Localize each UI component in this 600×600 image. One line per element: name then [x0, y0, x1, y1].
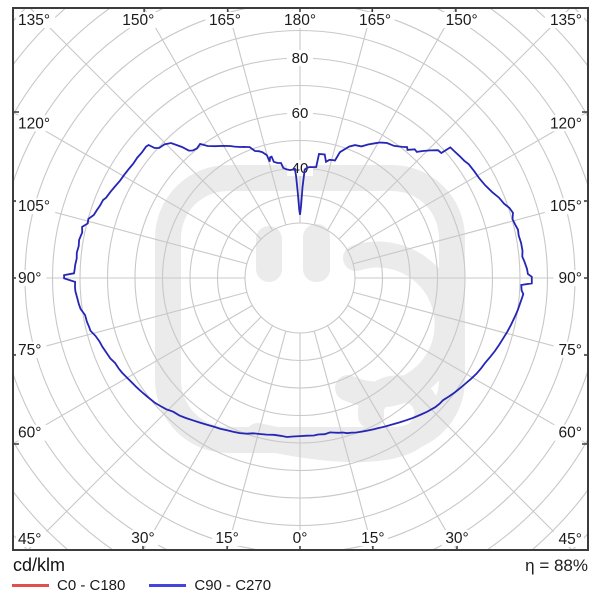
grid-radial-line — [143, 8, 273, 231]
angle-label: 105° — [550, 198, 582, 215]
grid-radial-line — [352, 200, 588, 265]
angle-label: 165° — [209, 12, 241, 29]
angle-label: 120° — [18, 115, 50, 132]
grid-radial-line — [352, 291, 588, 356]
legend-label-c90-c270: C90 - C270 — [194, 577, 272, 594]
angle-label: 45° — [559, 531, 582, 548]
angle-label: 150° — [446, 12, 478, 29]
label-mask — [16, 12, 56, 28]
grid-radial-line — [313, 330, 374, 550]
radial-label: 60 — [292, 105, 309, 122]
angle-label: 75° — [559, 342, 582, 359]
label-mask — [16, 115, 56, 132]
label-mask — [16, 198, 56, 215]
label-mask — [553, 341, 584, 358]
watermark-prong-left — [256, 226, 282, 282]
radial-label: 80 — [292, 50, 309, 67]
angle-label: 135° — [18, 12, 50, 29]
label-mask — [544, 198, 584, 215]
legend-line-blue-icon — [149, 584, 187, 587]
label-mask — [441, 530, 473, 546]
grid-radial-line — [13, 200, 248, 265]
angle-label: 15° — [361, 530, 384, 547]
angle-label: 0° — [293, 530, 308, 547]
label-mask — [16, 341, 47, 358]
label-mask — [287, 160, 313, 176]
label-mask — [287, 50, 313, 66]
angle-label: 45° — [18, 531, 41, 548]
label-mask — [16, 270, 47, 286]
grid-radial-line — [13, 291, 248, 356]
label-mask — [280, 12, 320, 28]
angle-label: 165° — [359, 12, 391, 29]
angle-label: 105° — [18, 198, 50, 215]
label-mask — [442, 12, 482, 28]
angle-label: 15° — [215, 530, 238, 547]
grid-radial-line — [226, 330, 287, 550]
angle-label: 135° — [550, 12, 582, 29]
label-mask — [16, 531, 47, 547]
legend-line-red-icon — [12, 584, 49, 587]
angle-label: 150° — [122, 12, 154, 29]
intensity-curve-c90-c270 — [63, 141, 533, 438]
efficiency-value: η = 88% — [525, 556, 588, 575]
grid-radial-line — [13, 305, 253, 445]
label-mask — [16, 424, 47, 441]
grid-radial-line — [313, 8, 373, 226]
label-mask — [544, 115, 584, 132]
angle-label: 90° — [18, 270, 41, 287]
label-mask — [553, 270, 584, 286]
angle-label: 90° — [559, 270, 582, 287]
angle-labels: 0° 15° 15° 30° 30° 45° 45° 60° 60° 75° 75° 90° 90° 10… — [16, 12, 584, 548]
label-mask — [544, 12, 584, 28]
grid-radial-line — [327, 8, 457, 231]
legend: C0 - C180 C90 - C270 — [12, 577, 295, 594]
legend-label-c0-c180: C0 - C180 — [57, 577, 126, 594]
label-mask — [553, 531, 584, 547]
label-mask — [205, 12, 245, 28]
watermark-plug-logo — [155, 165, 465, 463]
grid-radial-line — [13, 111, 253, 251]
angle-label: 75° — [18, 342, 41, 359]
label-mask — [553, 424, 584, 441]
angle-label: 30° — [445, 530, 468, 547]
label-mask — [355, 12, 395, 28]
units-label: cd/klm — [13, 555, 66, 575]
grid-radial-line — [347, 111, 588, 251]
label-mask — [287, 105, 313, 121]
angle-label: 60° — [559, 425, 582, 442]
label-mask — [127, 530, 159, 546]
label-mask — [211, 530, 243, 546]
grid-radial-line — [327, 325, 458, 550]
angle-label: 120° — [550, 115, 582, 132]
angle-label: 180° — [284, 12, 316, 29]
angle-label: 60° — [18, 425, 41, 442]
watermark-curl — [335, 241, 461, 408]
grid-radial-line — [347, 305, 588, 445]
label-mask — [289, 530, 311, 546]
grid-radial-line — [142, 325, 273, 550]
grid-radial-line — [227, 8, 287, 226]
angle-label: 30° — [131, 530, 154, 547]
watermark-prong-right — [303, 224, 330, 282]
label-mask — [118, 12, 158, 28]
label-mask — [357, 530, 389, 546]
